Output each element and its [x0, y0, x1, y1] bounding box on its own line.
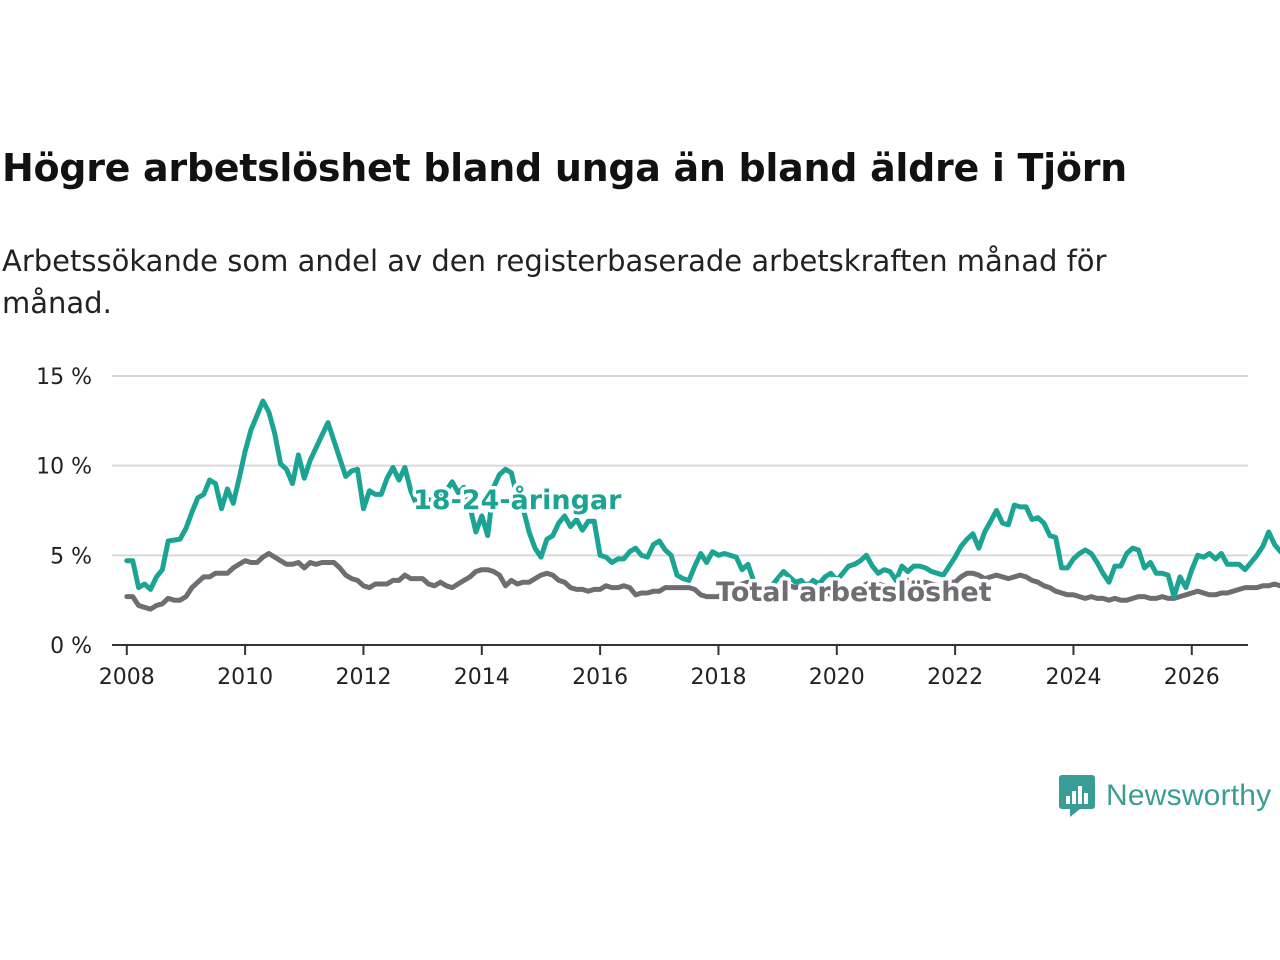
x-tick-label-2014: 2014 — [454, 665, 510, 690]
series-line-total — [124, 551, 1280, 612]
newsworthy-logo: Newsworthy — [1058, 773, 1271, 819]
x-axis-ticks: 2008 2010 2012 2014 2016 2018 2020 2022 2024 2026 — [99, 645, 1220, 690]
newsworthy-logo-icon — [1059, 775, 1095, 817]
series-label-youth: 18-24-åringar — [413, 484, 622, 516]
chart-title: Högre arbetslöshet bland unga än bland ä… — [2, 146, 1127, 190]
grid-lines — [112, 375, 1248, 646]
y-tick-label-15: 15 % — [36, 365, 92, 390]
chart-subtitle: Arbetssökande som andel av den registerb… — [2, 244, 1107, 320]
y-tick-label-10: 10 % — [36, 455, 92, 480]
series-line-youth — [124, 398, 1280, 600]
x-tick-label-2016: 2016 — [572, 665, 628, 690]
x-tick-label-2020: 2020 — [809, 665, 865, 690]
series-lines — [124, 398, 1280, 612]
series-label-youth-halo: 18-24-åringar — [413, 484, 622, 516]
y-tick-label-5: 5 % — [50, 544, 92, 569]
x-tick-label-2012: 2012 — [335, 665, 391, 690]
series-label-total: Total arbetslöshet — [716, 577, 992, 608]
x-tick-label-2024: 2024 — [1045, 665, 1101, 690]
x-tick-label-2022: 2022 — [927, 665, 983, 690]
y-axis-ticks: 0 % 5 % 10 % 15 % — [36, 365, 92, 659]
x-tick-label-2026: 2026 — [1164, 665, 1220, 690]
series-labels: 4,8 %3,1 %18-24-åringar18-24-åringarTota… — [410, 481, 996, 612]
x-tick-label-2018: 2018 — [690, 665, 746, 690]
x-tick-label-2010: 2010 — [217, 665, 273, 690]
x-tick-label-2008: 2008 — [99, 665, 155, 690]
y-tick-label-0: 0 % — [50, 634, 92, 659]
series-label-total-halo: Total arbetslöshet — [716, 577, 992, 608]
newsworthy-logo-text: Newsworthy — [1106, 779, 1272, 812]
